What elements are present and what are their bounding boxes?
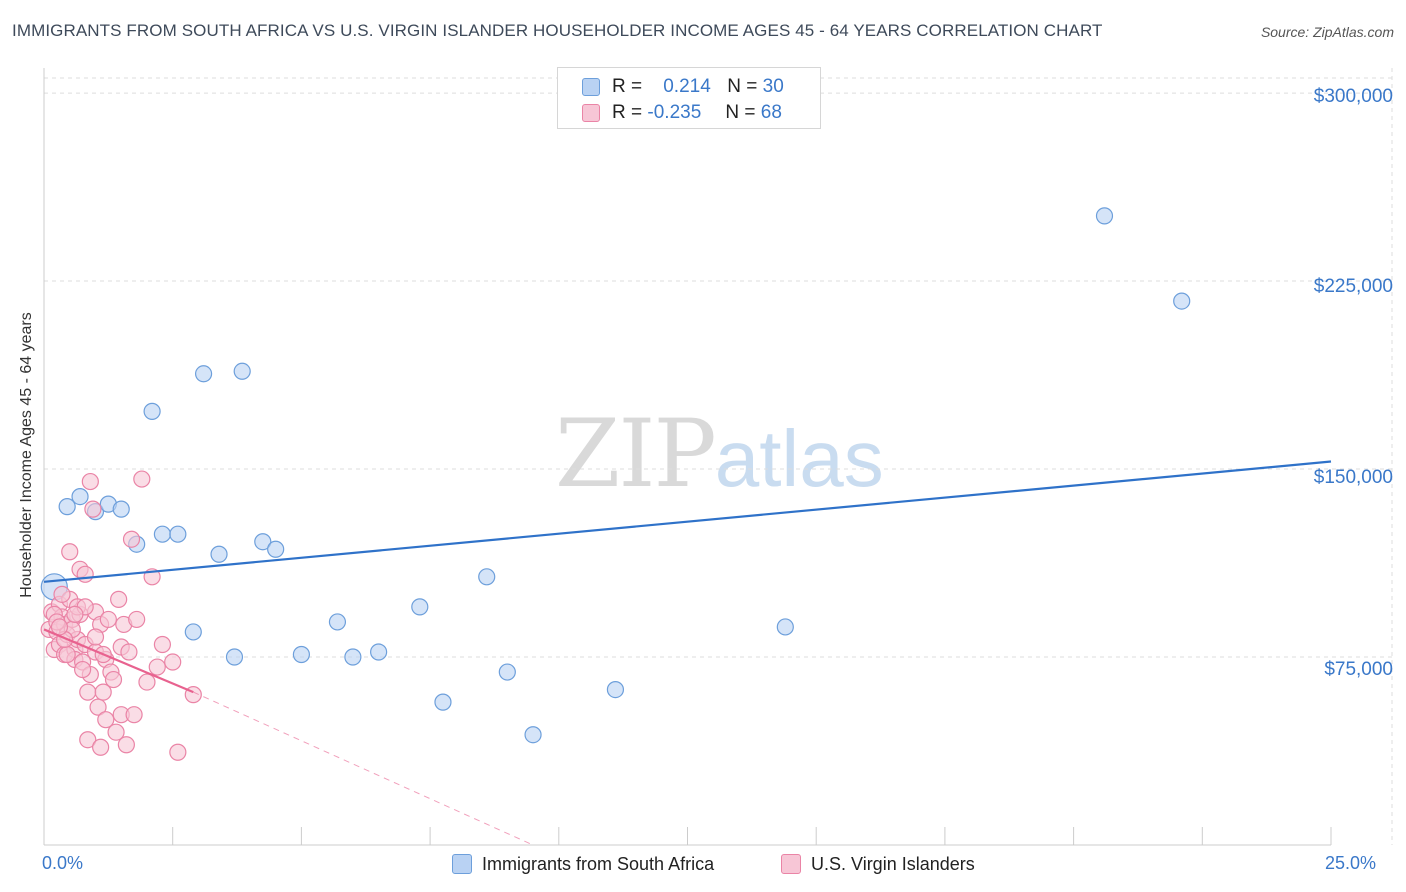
south-africa-trend-line xyxy=(43,460,1332,583)
south-africa-point xyxy=(169,525,187,543)
virgin-islanders-point xyxy=(66,605,84,624)
virgin-islanders-point xyxy=(153,635,172,654)
south-africa-point xyxy=(254,533,272,551)
y-tick-label: $225,000 xyxy=(1313,276,1393,297)
virgin-islanders-point xyxy=(110,590,128,608)
virgin-islanders-point xyxy=(74,660,92,679)
south-africa-point xyxy=(143,402,161,420)
bottom-legend-label: Immigrants from South Africa xyxy=(482,853,715,874)
south-africa-point xyxy=(606,680,625,699)
virgin-islanders-point xyxy=(120,643,138,661)
y-tick-label: $300,000 xyxy=(1313,86,1393,107)
virgin-islanders-point xyxy=(164,653,182,671)
south-africa-point xyxy=(210,545,228,563)
legend-row-south-africa: R = 0.214 N = 30 xyxy=(582,75,784,99)
watermark-atlas: atlas xyxy=(714,414,884,503)
south-africa-point xyxy=(498,663,516,681)
virgin-islanders-trend-extension xyxy=(193,691,534,846)
legend-n-label: N = xyxy=(727,76,758,97)
south-africa-point xyxy=(233,362,251,380)
virgin-islanders-point xyxy=(81,472,99,491)
south-africa-point xyxy=(776,618,794,636)
virgin-islanders-point xyxy=(76,565,94,583)
legend-r-label: R = xyxy=(612,76,643,97)
virgin-islanders-point xyxy=(53,585,71,603)
virgin-islanders-point xyxy=(94,683,112,701)
legend-row-virgin-islanders: R = -0.235 N = 68 xyxy=(582,101,782,125)
virgin-islanders-point xyxy=(122,530,141,548)
south-africa-point xyxy=(370,643,388,661)
south-africa-point xyxy=(411,598,429,616)
legend-swatch-pink xyxy=(582,104,600,122)
legend: R = 0.214 N = 30 R = -0.235 N = 68 xyxy=(557,67,821,129)
south-africa-point xyxy=(1173,292,1191,310)
x-tick-label-max: 25.0% xyxy=(1325,853,1377,873)
legend-n-label: N = xyxy=(725,102,756,123)
virgin-islanders-point xyxy=(117,736,135,754)
south-africa-point xyxy=(58,498,76,516)
virgin-islanders-point xyxy=(79,683,97,701)
bottom-legend-virgin-islanders: U.S. Virgin Islanders xyxy=(781,852,975,876)
virgin-islanders-point xyxy=(99,610,117,629)
chart-title: IMMIGRANTS FROM SOUTH AFRICA VS U.S. VIR… xyxy=(12,21,1103,40)
south-africa-point xyxy=(344,648,362,666)
south-africa-point xyxy=(328,613,347,631)
south-africa-point xyxy=(153,525,172,543)
virgin-islanders-point xyxy=(97,711,115,729)
legend-r-value: -0.235 xyxy=(647,102,702,123)
bottom-legend-label: U.S. Virgin Islanders xyxy=(811,853,975,874)
watermark: ZIPatlas xyxy=(555,400,884,509)
y-tick-label: $75,000 xyxy=(1324,659,1393,680)
virgin-islanders-point xyxy=(86,628,105,646)
south-africa-point xyxy=(1095,207,1114,225)
virgin-islanders-point xyxy=(92,738,110,756)
virgin-islanders-point xyxy=(128,610,146,629)
x-tick-label-min: 0.0% xyxy=(42,853,84,873)
south-africa-point xyxy=(194,365,213,383)
virgin-islanders-point xyxy=(125,706,143,724)
south-africa-point xyxy=(267,540,285,558)
virgin-islanders-point xyxy=(148,658,166,676)
virgin-islanders-point xyxy=(89,698,107,716)
virgin-islanders-trend-line xyxy=(43,628,194,694)
virgin-islanders-point xyxy=(61,543,79,561)
south-africa-point xyxy=(112,500,130,518)
south-africa-point xyxy=(478,568,496,586)
virgin-islanders-point xyxy=(138,673,156,691)
virgin-islanders-point xyxy=(79,731,97,749)
virgin-islanders-point xyxy=(133,470,151,488)
south-africa-point xyxy=(524,726,542,744)
south-africa-point xyxy=(292,645,310,664)
source-label: Source: ZipAtlas.com xyxy=(1260,24,1394,40)
bottom-legend-south-africa: Immigrants from South Africa xyxy=(452,852,714,876)
virgin-islanders-point xyxy=(84,500,102,518)
legend-n-value: 30 xyxy=(762,76,784,97)
south-africa-point xyxy=(434,693,452,711)
virgin-islanders-point xyxy=(58,645,76,664)
y-axis-label: Householder Income Ages 45 - 64 years xyxy=(18,312,35,598)
virgin-islanders-point xyxy=(169,743,187,761)
legend-r-label: R = xyxy=(612,102,643,123)
virgin-islanders-point xyxy=(104,670,123,689)
legend-n-value: 68 xyxy=(760,102,782,123)
south-africa-point xyxy=(184,623,202,641)
south-africa-point xyxy=(71,488,89,506)
legend-r-value: 0.214 xyxy=(663,76,711,97)
bottom-legend-swatch-pink xyxy=(781,854,801,874)
watermark-zip: ZIP xyxy=(555,400,717,509)
virgin-islanders-point xyxy=(107,723,125,741)
legend-swatch-blue xyxy=(582,78,600,96)
bottom-legend-swatch-blue xyxy=(452,854,472,874)
y-tick-label: $150,000 xyxy=(1313,467,1393,488)
south-africa-point xyxy=(225,648,244,666)
